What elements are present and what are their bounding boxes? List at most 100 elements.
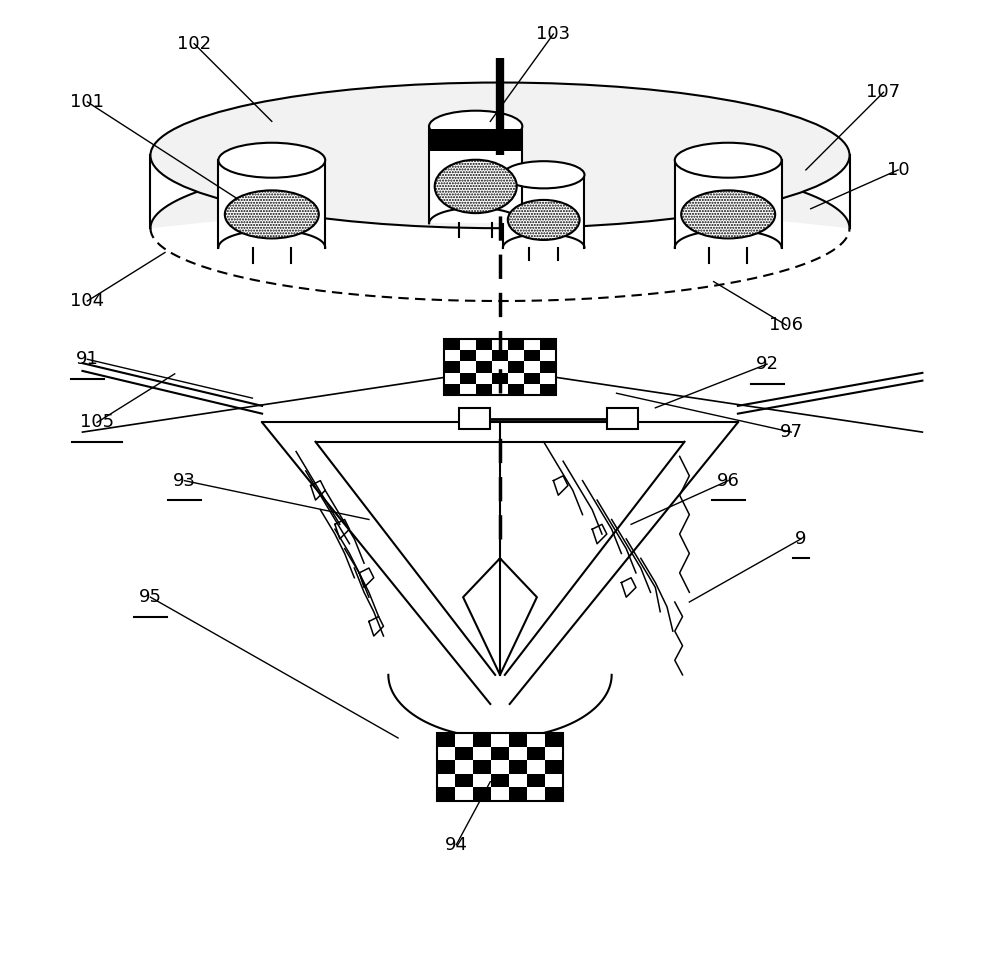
Text: 93: 93: [173, 472, 196, 489]
Text: 104: 104: [70, 292, 104, 310]
Bar: [545, 747, 563, 760]
Bar: [527, 733, 545, 747]
Bar: [437, 733, 563, 801]
Bar: [444, 351, 460, 361]
Bar: [545, 760, 563, 774]
Bar: [524, 339, 540, 351]
Ellipse shape: [508, 200, 580, 240]
Bar: [540, 339, 556, 351]
Bar: [460, 373, 476, 384]
Bar: [545, 774, 563, 787]
Bar: [509, 760, 527, 774]
Text: 101: 101: [70, 93, 104, 111]
Bar: [473, 733, 491, 747]
Bar: [460, 351, 476, 361]
Bar: [540, 373, 556, 384]
Bar: [455, 760, 473, 774]
Bar: [527, 787, 545, 801]
Bar: [459, 408, 490, 429]
Bar: [460, 361, 476, 373]
Bar: [524, 361, 540, 373]
Bar: [524, 351, 540, 361]
Bar: [527, 747, 545, 760]
Text: 9: 9: [795, 530, 807, 548]
Ellipse shape: [675, 143, 782, 178]
Bar: [444, 339, 556, 395]
Bar: [491, 760, 509, 774]
Bar: [473, 774, 491, 787]
Text: 105: 105: [80, 414, 114, 431]
Text: 95: 95: [139, 588, 162, 606]
Polygon shape: [262, 422, 738, 704]
Bar: [491, 774, 509, 787]
Bar: [473, 760, 491, 774]
Polygon shape: [218, 160, 325, 248]
Bar: [545, 733, 563, 747]
Bar: [444, 361, 460, 373]
Bar: [508, 339, 524, 351]
Bar: [509, 733, 527, 747]
Bar: [540, 384, 556, 395]
Bar: [473, 787, 491, 801]
Text: 92: 92: [756, 355, 779, 373]
Bar: [473, 747, 491, 760]
Bar: [476, 373, 492, 384]
Bar: [508, 373, 524, 384]
Text: 103: 103: [536, 25, 570, 43]
Bar: [524, 384, 540, 395]
Bar: [455, 747, 473, 760]
Polygon shape: [503, 175, 584, 248]
Bar: [491, 733, 509, 747]
Polygon shape: [383, 675, 617, 738]
Bar: [437, 733, 455, 747]
Ellipse shape: [218, 143, 325, 178]
Bar: [455, 787, 473, 801]
Text: 97: 97: [780, 423, 803, 441]
Bar: [508, 361, 524, 373]
Ellipse shape: [681, 190, 775, 239]
Text: 106: 106: [769, 317, 803, 334]
Bar: [476, 361, 492, 373]
Bar: [540, 351, 556, 361]
Bar: [437, 760, 455, 774]
Ellipse shape: [225, 190, 319, 239]
Bar: [455, 733, 473, 747]
Polygon shape: [429, 126, 522, 223]
Polygon shape: [150, 155, 850, 228]
Bar: [527, 760, 545, 774]
Bar: [492, 351, 508, 361]
Bar: [492, 361, 508, 373]
Bar: [455, 774, 473, 787]
Ellipse shape: [150, 83, 850, 228]
Bar: [444, 339, 460, 351]
Bar: [607, 408, 638, 429]
Bar: [545, 787, 563, 801]
Bar: [491, 787, 509, 801]
Bar: [508, 384, 524, 395]
Text: 102: 102: [177, 35, 211, 52]
Bar: [492, 384, 508, 395]
Bar: [460, 384, 476, 395]
Bar: [492, 373, 508, 384]
Bar: [476, 384, 492, 395]
Bar: [444, 384, 460, 395]
Polygon shape: [675, 160, 782, 248]
Bar: [540, 361, 556, 373]
Bar: [437, 787, 455, 801]
Bar: [491, 747, 509, 760]
Text: 94: 94: [445, 836, 468, 854]
Ellipse shape: [503, 161, 584, 188]
Bar: [509, 774, 527, 787]
Bar: [524, 373, 540, 384]
Text: 96: 96: [717, 472, 740, 489]
Ellipse shape: [429, 111, 522, 142]
Bar: [444, 373, 460, 384]
Bar: [508, 351, 524, 361]
Bar: [492, 339, 508, 351]
Text: 91: 91: [76, 351, 99, 368]
Text: 107: 107: [866, 84, 901, 101]
Text: 10: 10: [887, 161, 909, 179]
Bar: [460, 339, 476, 351]
Bar: [476, 339, 492, 351]
Bar: [509, 747, 527, 760]
